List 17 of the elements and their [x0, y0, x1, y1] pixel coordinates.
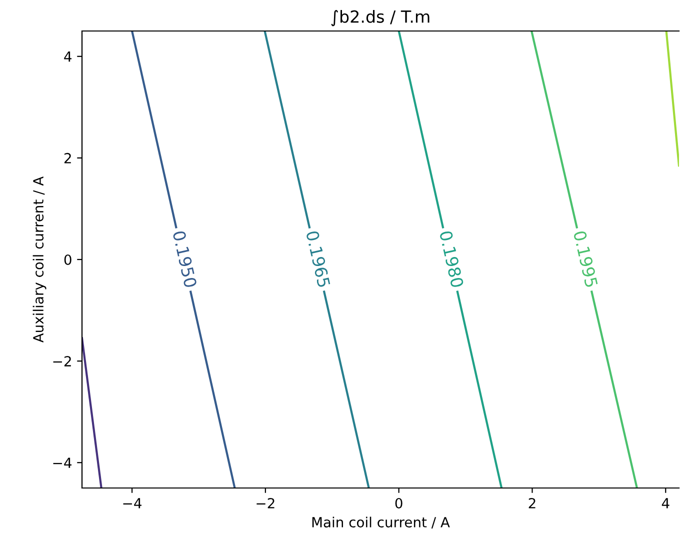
- y-axis-title: Auxiliary coil current / A: [32, 176, 46, 343]
- text: 0.1965: [306, 230, 331, 288]
- y-tick-label: 0: [64, 254, 72, 265]
- x-tick-label: 0: [395, 498, 402, 508]
- text: 0.1950: [172, 230, 198, 288]
- text: 0.1980: [439, 230, 464, 288]
- x-tick-label: −2: [256, 498, 274, 508]
- y-tick-label: −2: [53, 356, 71, 366]
- y-tick-label: 4: [64, 52, 72, 62]
- y-tick-label: 2: [64, 152, 71, 164]
- x-tick-label: 2: [528, 498, 536, 508]
- x-tick-label: −4: [123, 498, 142, 508]
- chart-title: ∫b2.ds / T.m: [331, 10, 430, 26]
- x-axis-title: Main coil current / A: [312, 516, 450, 529]
- text: 0.1995: [573, 230, 598, 288]
- y-tick-label: −4: [53, 458, 72, 468]
- x-tick-label: 4: [662, 498, 670, 508]
